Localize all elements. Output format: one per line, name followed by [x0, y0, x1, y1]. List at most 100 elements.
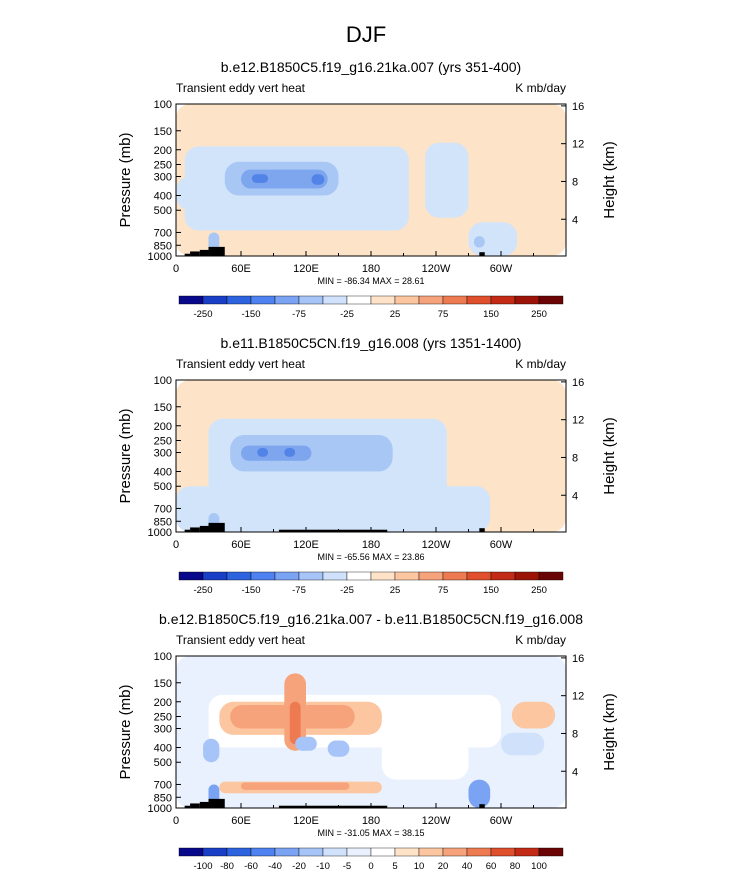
x-tick-label: 60E — [231, 263, 251, 275]
colorbar-swatch — [226, 571, 252, 581]
contour-region — [241, 782, 350, 790]
colorbar-label: -75 — [292, 585, 306, 596]
contour-region — [327, 740, 350, 757]
colorbar-swatch — [394, 295, 420, 305]
contour-region — [230, 434, 393, 472]
y-axis-label: Pressure (mb) — [117, 132, 134, 227]
colorbar-label: -150 — [241, 309, 260, 320]
topography-mask — [184, 805, 191, 808]
y-tick-label: 1000 — [148, 803, 172, 815]
colorbar-swatch — [274, 847, 300, 857]
contour-region — [295, 736, 317, 751]
colorbar-swatch — [178, 847, 204, 857]
y-right-tick-label: 4 — [572, 214, 578, 226]
colorbar-label: -150 — [241, 585, 260, 596]
x-tick-label: 120W — [422, 815, 451, 827]
colorbar-label: -10 — [316, 861, 330, 872]
colorbar-swatch — [538, 571, 564, 581]
x-tick-label: 120W — [422, 539, 451, 551]
y-tick-label: 250 — [154, 435, 172, 447]
y-tick-label: 400 — [154, 191, 172, 203]
colorbar-swatch — [322, 295, 348, 305]
colorbar-label: 25 — [390, 309, 401, 320]
colorbar-swatch — [226, 295, 252, 305]
colorbar-label: -40 — [268, 861, 282, 872]
panel-title: b.e12.B1850C5.f19_g16.21ka.007 - b.e11.B… — [159, 611, 583, 627]
colorbar: -100 -80 -60 -40 -20 -10 -5 0 5 10 20 40 60 80 100 — [178, 847, 564, 872]
colorbar-label: 0 — [368, 861, 373, 872]
topography-mask — [190, 803, 200, 808]
colorbar-swatch — [538, 847, 564, 857]
y-tick-label: 400 — [154, 467, 172, 479]
colorbar-label: 80 — [510, 861, 521, 872]
colorbar-swatch — [490, 295, 516, 305]
colorbar-label: 20 — [438, 861, 449, 872]
figure-title: DJF — [346, 22, 386, 47]
y-tick-label: 850 — [154, 792, 172, 804]
x-tick-label: 180 — [362, 263, 380, 275]
topography-mask — [278, 529, 388, 532]
colorbar-label: 25 — [390, 585, 401, 596]
colorbar: -250 -150 -75 -25 25 75 150 250 — [178, 571, 564, 596]
y-right-axis-label: Height (km) — [601, 693, 618, 771]
x-tick-label: 60E — [231, 539, 251, 551]
colorbar-label: 250 — [531, 309, 547, 320]
min-max-label: MIN = -65.56 MAX = 23.86 — [317, 552, 424, 562]
y-right-tick-label: 16 — [572, 101, 584, 113]
topography-mask — [190, 527, 200, 532]
contour-region — [203, 738, 220, 763]
right-string: K mb/day — [515, 633, 566, 647]
x-tick-label: 60W — [490, 539, 513, 551]
x-tick-label: 180 — [362, 539, 380, 551]
x-tick-label: 60W — [490, 263, 513, 275]
min-max-label: MIN = -31.05 MAX = 38.15 — [317, 828, 424, 838]
contour-region — [241, 445, 312, 461]
x-tick-label: 60W — [490, 815, 513, 827]
colorbar-swatch — [514, 571, 540, 581]
contour-region — [468, 222, 518, 256]
colorbar-swatch — [466, 847, 492, 857]
colorbar-swatch — [442, 295, 468, 305]
y-axis-label: Pressure (mb) — [117, 408, 134, 503]
y-right-tick-label: 8 — [572, 176, 578, 188]
colorbar-swatch — [370, 295, 396, 305]
contour-region — [511, 701, 556, 729]
y-tick-label: 150 — [154, 678, 172, 690]
x-tick-label: 120E — [293, 539, 319, 551]
contour-region — [501, 732, 545, 756]
y-right-tick-label: 16 — [572, 377, 584, 389]
colorbar-swatch — [394, 571, 420, 581]
colorbar-label: -80 — [220, 861, 234, 872]
y-right-tick-label: 4 — [572, 766, 578, 778]
colorbar-swatch — [178, 295, 204, 305]
right-string: K mb/day — [515, 81, 566, 95]
colorbar-label: -250 — [193, 585, 212, 596]
colorbar-swatch — [346, 295, 372, 305]
chart-panel: b.e12.B1850C5.f19_g16.21ka.007 - b.e11.B… — [117, 611, 618, 872]
y-tick-label: 300 — [154, 172, 172, 184]
colorbar-label: -5 — [343, 861, 351, 872]
y-tick-label: 700 — [154, 227, 172, 239]
x-tick-label: 120E — [293, 815, 319, 827]
contour-region — [311, 174, 325, 185]
colorbar-swatch — [418, 847, 444, 857]
colorbar-label: -60 — [244, 861, 258, 872]
y-right-tick-label: 12 — [572, 415, 584, 427]
x-tick-label: 180 — [362, 815, 380, 827]
contour-region — [468, 779, 491, 808]
colorbar-swatch — [370, 571, 396, 581]
colorbar-swatch — [298, 847, 324, 857]
y-tick-label: 500 — [154, 481, 172, 493]
colorbar-swatch — [466, 295, 492, 305]
panel-title: b.e12.B1850C5.f19_g16.21ka.007 (yrs 351-… — [221, 59, 521, 75]
y-tick-label: 850 — [154, 240, 172, 252]
x-tick-label: 0 — [173, 815, 179, 827]
x-tick-label: 0 — [173, 539, 179, 551]
colorbar-swatch — [250, 571, 276, 581]
left-string: Transient eddy vert heat — [176, 81, 306, 95]
topography-mask — [190, 251, 200, 256]
chart-panel: b.e12.B1850C5.f19_g16.21ka.007 (yrs 351-… — [117, 59, 618, 320]
y-axis-label: Pressure (mb) — [117, 684, 134, 779]
colorbar-label: 5 — [392, 861, 397, 872]
